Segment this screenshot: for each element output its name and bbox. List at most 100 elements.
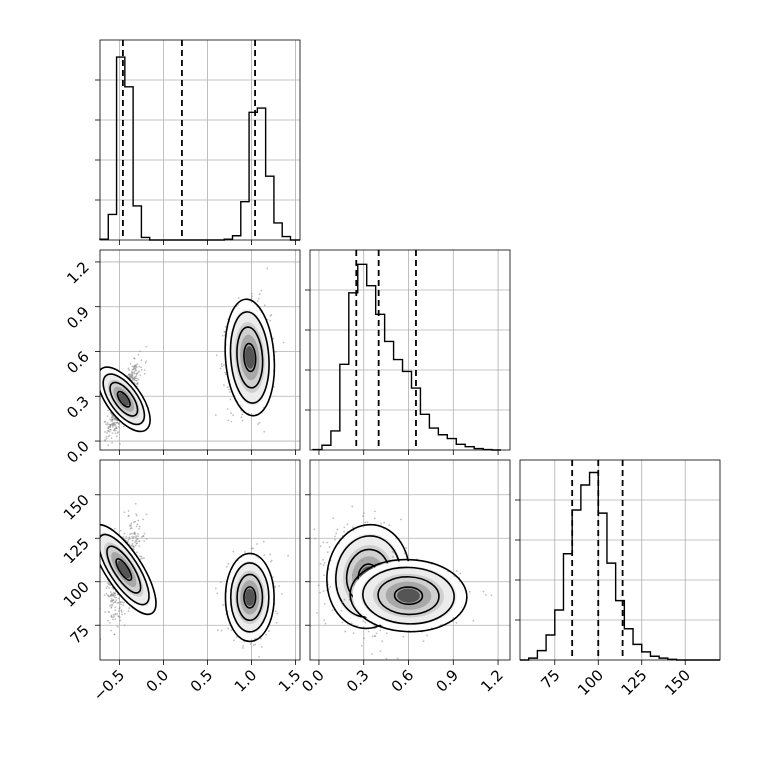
scatter-point [262, 540, 265, 543]
scatter-point [254, 643, 257, 646]
scatter-point [322, 541, 325, 544]
scatter-point [111, 441, 113, 444]
scatter-point [258, 293, 261, 296]
scatter-point [256, 543, 258, 545]
scatter-point [114, 612, 117, 615]
scatter-point [144, 361, 147, 364]
scatter-point [108, 430, 111, 433]
scatter-point [351, 526, 354, 529]
scatter-point [370, 652, 373, 655]
histogram-panel-p2: 75 100 125 150 [515, 459, 721, 699]
y-tick-label: 0.3 [63, 392, 93, 422]
scatter-point [313, 528, 316, 531]
scatter-point [362, 569, 364, 571]
scatter-point [391, 555, 394, 558]
density-fill [397, 588, 420, 603]
density-contour [224, 298, 276, 417]
scatter-point [263, 554, 266, 557]
scatter-point [113, 421, 116, 424]
scatter-point [141, 557, 144, 560]
scatter-point [125, 536, 128, 538]
scatter-point [137, 378, 140, 381]
scatter-point [399, 518, 402, 521]
scatter-point [116, 432, 119, 434]
scatter-point [225, 566, 228, 568]
scatter-point [129, 362, 132, 365]
scatter-point [115, 599, 118, 602]
scatter-point [110, 614, 113, 617]
scatter-point [132, 537, 135, 539]
scatter-point [106, 582, 109, 584]
scatter-point [136, 551, 138, 554]
scatter-point [133, 377, 136, 380]
scatter-point [110, 629, 113, 632]
scatter-point [137, 371, 140, 373]
density-fill [244, 346, 255, 369]
density-fill [118, 392, 129, 406]
scatter-point [135, 525, 138, 528]
scatter-point [108, 611, 110, 614]
scatter-point [216, 592, 219, 595]
panel-background [310, 250, 510, 450]
scatter-point [106, 423, 109, 426]
scatter-point [385, 657, 388, 660]
x-tick-label: 100 [574, 666, 607, 699]
scatter-point [128, 375, 131, 378]
scatter-point [114, 423, 117, 426]
scatter-point [134, 502, 137, 505]
scatter-point [107, 444, 110, 447]
scatter-point [226, 386, 229, 389]
density-contour [224, 552, 275, 643]
scatter-point [107, 595, 110, 598]
scatter-point [216, 629, 219, 632]
scatter-point [328, 546, 331, 548]
scatter-point [139, 558, 142, 561]
scatter-point [340, 609, 343, 612]
scatter-point [131, 542, 134, 545]
scatter-point [334, 535, 336, 538]
scatter-point [105, 587, 108, 590]
scatter-point [138, 545, 141, 547]
scatter-point [226, 408, 229, 410]
scatter-point [136, 377, 138, 380]
scatter-point [237, 296, 240, 299]
scatter-point [133, 365, 136, 368]
scatter-point [143, 540, 145, 542]
y-tick-label: 75 [67, 621, 93, 647]
scatter-point [402, 635, 405, 638]
scatter-point [131, 375, 133, 378]
scatter-point [215, 354, 218, 357]
scatter-point [346, 523, 349, 526]
scatter-point [109, 604, 111, 607]
scatter-point [110, 615, 113, 618]
scatter-point [129, 527, 132, 530]
scatter-point [468, 590, 471, 593]
scatter-point [127, 514, 130, 517]
scatter-point [343, 598, 346, 601]
scatter-point [221, 334, 224, 337]
scatter-point [230, 412, 233, 415]
scatter-point [136, 363, 139, 365]
scatter-point [322, 590, 325, 593]
x-tick-label: 1.0 [231, 666, 261, 696]
scatter-point [119, 443, 121, 445]
scatter-point [111, 419, 114, 422]
scatter-point [396, 657, 399, 660]
scatter-point [363, 512, 365, 515]
scatter-point [110, 598, 113, 600]
scatter-point [242, 645, 245, 647]
scatter-point [256, 300, 259, 303]
scatter-point [251, 295, 254, 298]
scatter-point [220, 629, 223, 632]
scatter-point [131, 365, 134, 368]
density-contour [109, 381, 139, 417]
scatter-point [123, 511, 126, 514]
scatter-point [135, 513, 138, 515]
x-tick-label: 75 [537, 666, 563, 692]
scatter-point [316, 612, 318, 614]
histogram-panel-p0 [95, 39, 301, 245]
scatter-point [326, 551, 329, 554]
scatter-point [379, 650, 382, 653]
histogram-step [312, 263, 502, 451]
scatter-point [111, 432, 114, 435]
